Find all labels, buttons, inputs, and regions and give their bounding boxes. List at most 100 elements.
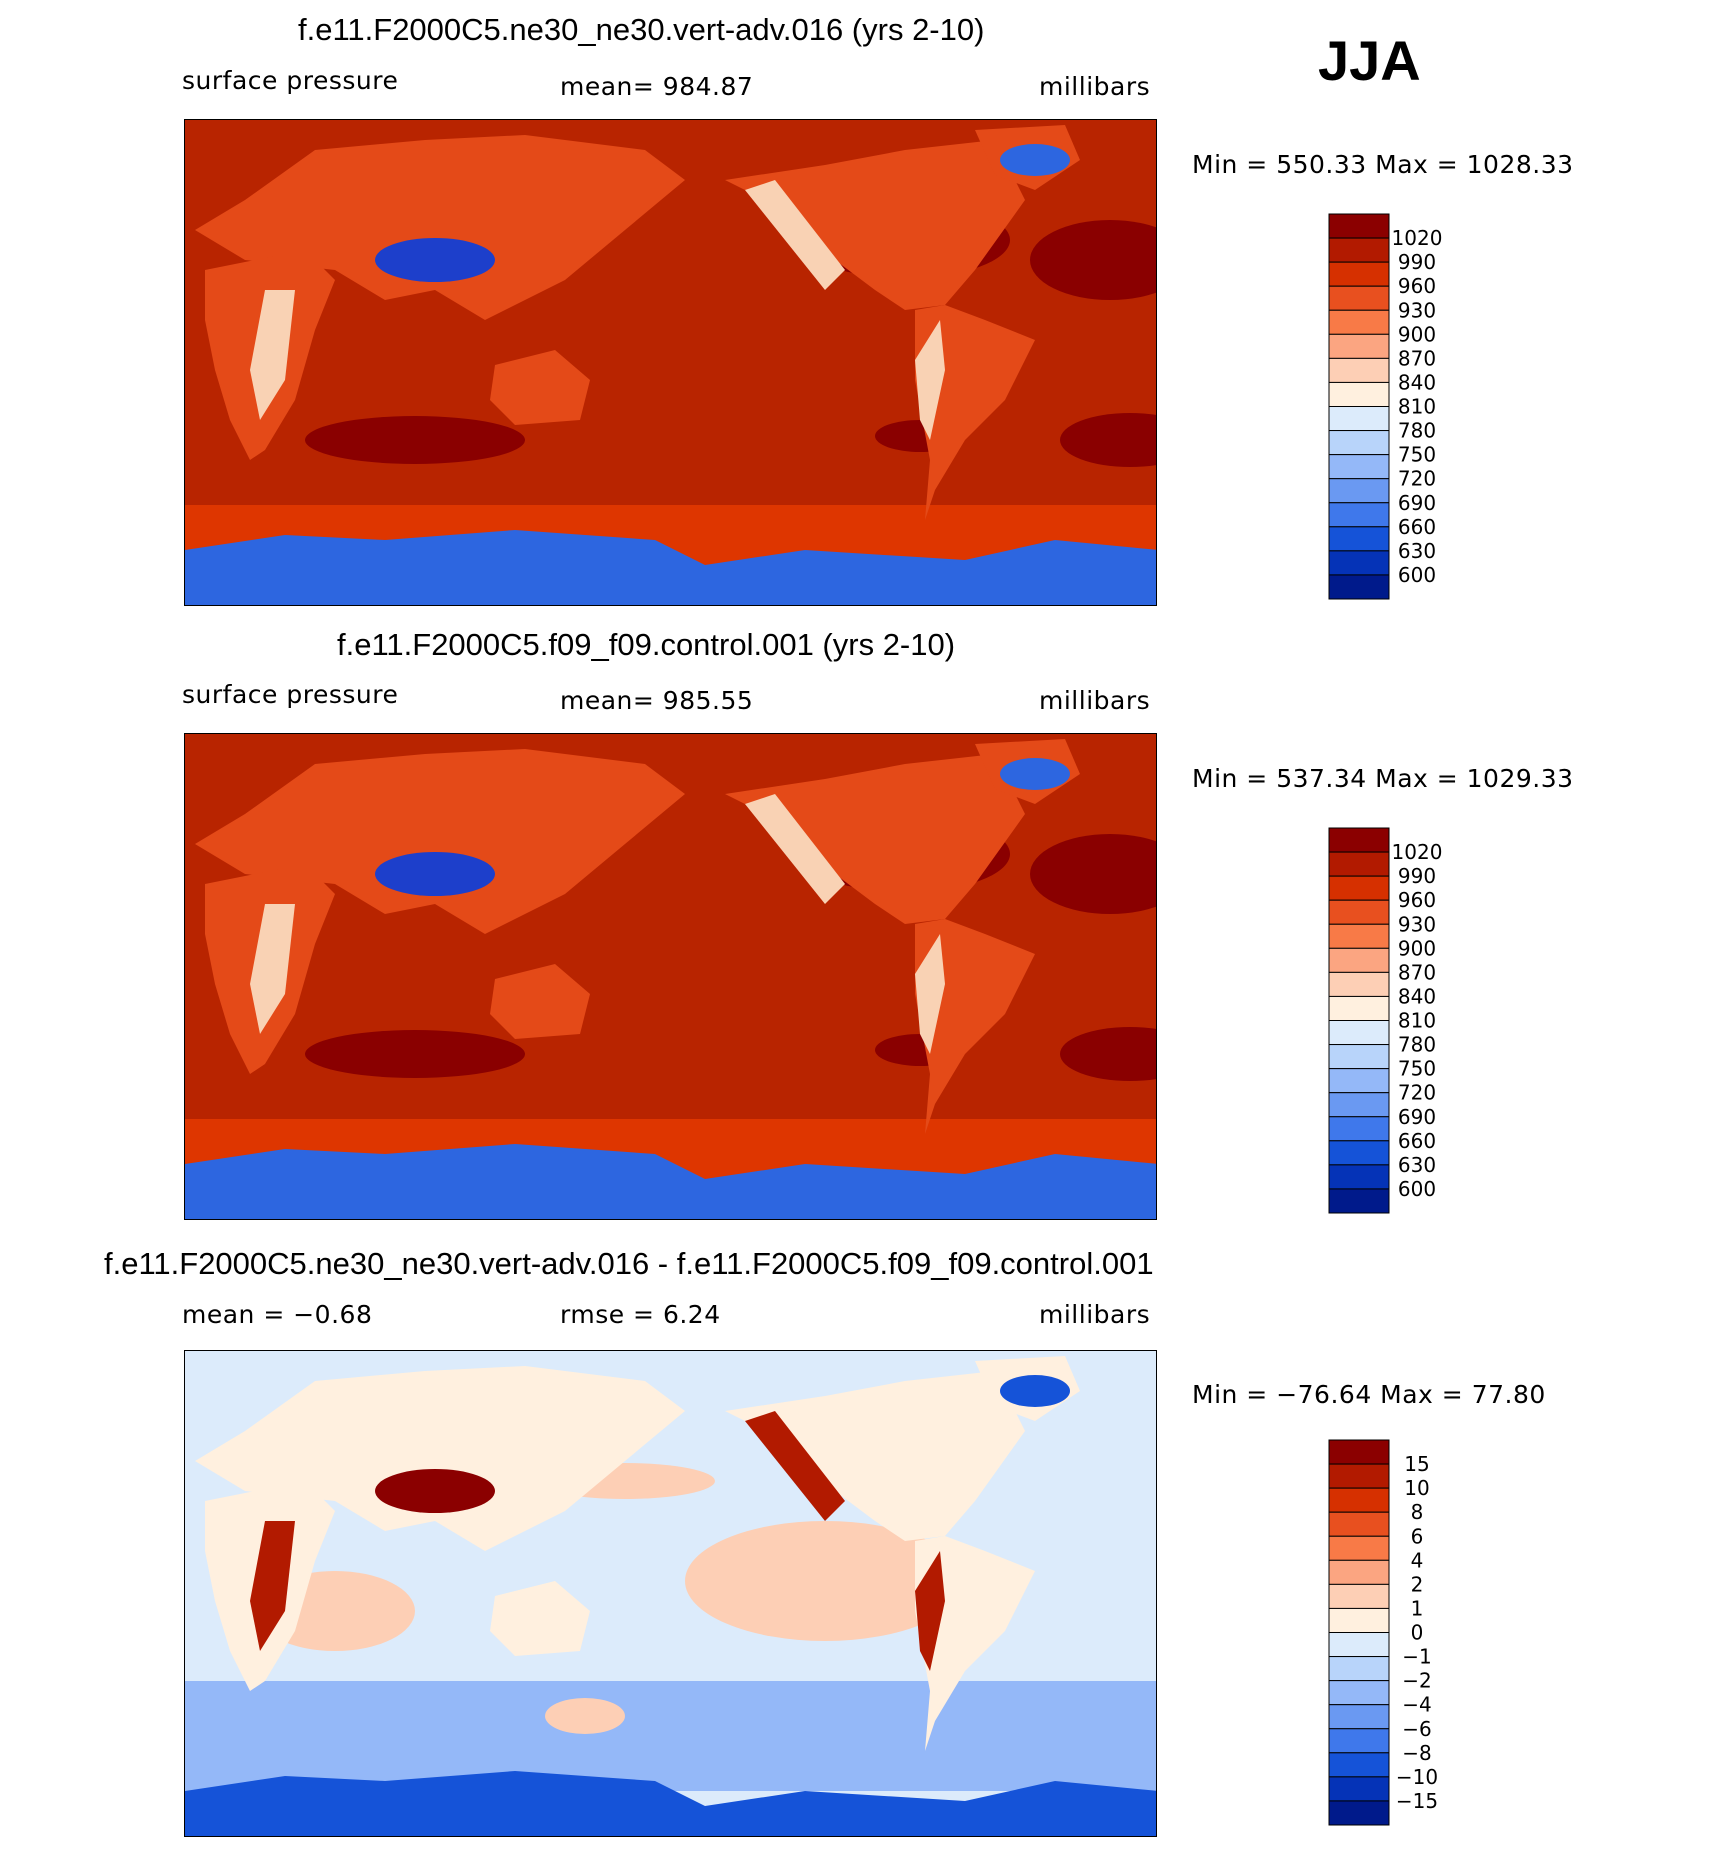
colorbar-tick-label: 0 [1411,1621,1424,1645]
panel-1-map [184,119,1157,606]
colorbar-tick-label: −8 [1402,1741,1431,1765]
colorbar-tick-label: 1020 [1392,226,1443,250]
colorbar-swatch [1328,851,1390,877]
colorbar-tick-label: 840 [1398,984,1436,1008]
colorbar-tick-label: 840 [1398,370,1436,394]
panel-2-colorbar-svg: 1020990960930900870840810780750720690660… [1328,827,1442,1214]
north-america-land [725,1371,1025,1541]
colorbar-tick-label: 8 [1411,1500,1424,1524]
greenland-ice [1000,144,1070,176]
colorbar-swatch [1328,1487,1390,1513]
colorbar-tick-label: 600 [1398,1177,1436,1201]
colorbar-tick-label: 870 [1398,346,1436,370]
australia-land [490,964,590,1039]
colorbar-tick-label: 930 [1398,912,1436,936]
panel-2-map [184,733,1157,1220]
colorbar-swatch [1328,1680,1390,1706]
colorbar-tick-label: 780 [1398,1033,1436,1057]
rockies-terrain [745,794,845,904]
colorbar-swatch [1328,478,1390,504]
south-america-land [915,919,1035,1134]
colorbar-tick-label: 780 [1398,419,1436,443]
colorbar-tick-label: 630 [1398,539,1436,563]
panel-1-colorbar-svg: 1020990960930900870840810780750720690660… [1328,213,1443,600]
colorbar-swatch [1328,1188,1390,1214]
greenland-ice [1000,1375,1070,1407]
colorbar-tick-label: 2 [1411,1572,1424,1596]
colorbar-tick-label: 720 [1398,467,1436,491]
eurasia-land [195,749,685,934]
south-atlantic-high [1060,413,1156,467]
colorbar-swatch [1328,454,1390,480]
panel-2-map-svg [185,734,1156,1219]
colorbar-swatch [1328,947,1390,973]
rockies-terrain [745,180,845,290]
southern-ocean-band [185,1681,1156,1791]
colorbar-tick-label: 10 [1404,1476,1429,1500]
south-indian-high [305,1030,525,1078]
colorbar-swatch [1328,213,1390,239]
colorbar-swatch [1328,285,1390,311]
panel-1-map-svg [185,120,1156,605]
eurasia-land [195,1366,685,1551]
colorbar-tick-label: 690 [1398,1105,1436,1129]
north-atlantic-high [1030,834,1156,914]
panel-3-map-svg [185,1351,1156,1836]
colorbar-swatch [1328,261,1390,287]
south-pacific-anomaly [545,1698,625,1734]
colorbar-tick-label: 1 [1411,1596,1424,1620]
colorbar-swatch [1328,381,1390,408]
colorbar-tick-label: 960 [1398,888,1436,912]
colorbar-tick-label: −4 [1402,1693,1431,1717]
colorbar-tick-label: 930 [1398,298,1436,322]
panel-3-rmse-label: rmse = 6.24 [560,1300,721,1329]
colorbar-swatch [1328,899,1390,925]
colorbar-swatch [1328,357,1390,383]
colorbar-tick-label: 810 [1398,1009,1436,1033]
colorbar-swatch [1328,526,1390,552]
colorbar-tick-label: 960 [1398,274,1436,298]
colorbar-tick-label: 900 [1398,936,1436,960]
colorbar-swatch [1328,1463,1390,1489]
colorbar-tick-label: 4 [1411,1548,1424,1572]
panel-1-title: f.e11.F2000C5.ne30_ne30.vert-adv.016 (yr… [298,12,985,47]
south-america-land [915,1536,1035,1751]
africa-highlands [250,1521,295,1651]
panel-1-variable-label: surface pressure [182,66,399,95]
colorbar-boxes [1328,213,1390,600]
panel-2-colorbar: 1020 990 960 930 900 870 840 810 780 750 720 690 660… [1328,827,1442,1214]
colorbar-tick-label: −15 [1396,1789,1438,1813]
colorbar-tick-label: 6 [1411,1524,1424,1548]
eurasia-land [195,135,685,320]
tropical-pacific-anomaly [685,1521,965,1641]
colorbar-swatch [1328,1439,1390,1465]
panel-3-minmax-label: Min = −76.64 Max = 77.80 [1192,1380,1546,1409]
greenland-ice [1000,758,1070,790]
colorbar-swatch [1328,1656,1390,1682]
colorbar-boxes [1328,827,1390,1214]
colorbar-swatch [1328,309,1390,335]
panel-3-title: f.e11.F2000C5.ne30_ne30.vert-adv.016 - f… [104,1246,1154,1281]
panel-2-mean-label: mean= 985.55 [560,686,754,715]
panel-2-variable-label: surface pressure [182,680,399,709]
tibetan-plateau [375,238,495,282]
colorbar-tick-label: 810 [1398,395,1436,419]
colorbar-swatch [1328,1704,1390,1730]
colorbar-tick-label: 750 [1398,443,1436,467]
panel-1-minmax-label: Min = 550.33 Max = 1028.33 [1192,150,1574,179]
colorbar-tick-label: 690 [1398,491,1436,515]
colorbar-swatch [1328,550,1390,576]
north-atlantic-high [1030,220,1156,300]
colorbar-tick-label: 630 [1398,1153,1436,1177]
rockies-terrain [745,1411,845,1521]
colorbar-swatch [1328,1511,1390,1537]
south-america-land [915,305,1035,520]
colorbar-swatch [1328,1752,1390,1778]
panel-3-units-label: millibars [1039,1300,1151,1329]
tibetan-plateau [375,1469,495,1513]
australia-land [490,350,590,425]
colorbar-swatch [1328,875,1390,901]
colorbar-tick-label: 750 [1398,1057,1436,1081]
colorbar-swatch [1328,1607,1390,1634]
